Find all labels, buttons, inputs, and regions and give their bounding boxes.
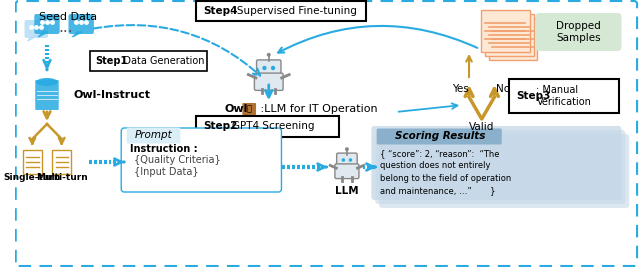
- Text: No: No: [496, 84, 510, 94]
- Text: : Supervised Fine-tuning: : Supervised Fine-tuning: [230, 6, 356, 16]
- FancyBboxPatch shape: [337, 153, 357, 168]
- Text: LLM: LLM: [335, 186, 359, 196]
- FancyBboxPatch shape: [481, 10, 530, 52]
- FancyBboxPatch shape: [488, 18, 538, 60]
- FancyBboxPatch shape: [484, 14, 534, 56]
- FancyBboxPatch shape: [257, 60, 281, 77]
- FancyBboxPatch shape: [22, 150, 42, 174]
- Text: Scoring Results: Scoring Results: [394, 131, 485, 141]
- Text: Seed Data: Seed Data: [40, 12, 97, 22]
- FancyBboxPatch shape: [35, 14, 60, 34]
- Circle shape: [349, 158, 352, 162]
- Circle shape: [267, 53, 271, 57]
- Text: Yes: Yes: [452, 84, 468, 94]
- Circle shape: [262, 66, 267, 70]
- Text: Step4: Step4: [204, 6, 238, 16]
- Text: ...: ...: [58, 19, 73, 34]
- FancyBboxPatch shape: [254, 73, 283, 91]
- Polygon shape: [72, 32, 82, 37]
- Text: {Quality Criteria}: {Quality Criteria}: [134, 155, 221, 165]
- FancyBboxPatch shape: [35, 80, 59, 110]
- Text: Step1: Step1: [95, 56, 127, 66]
- Text: {Input Data}: {Input Data}: [134, 167, 198, 177]
- Ellipse shape: [36, 78, 58, 86]
- FancyBboxPatch shape: [121, 128, 282, 192]
- Text: 🦉: 🦉: [246, 104, 252, 113]
- FancyBboxPatch shape: [127, 128, 180, 143]
- Circle shape: [271, 66, 275, 70]
- Text: Valid: Valid: [469, 122, 495, 132]
- Text: Owl: Owl: [225, 104, 248, 114]
- Text: Owl-Instruct: Owl-Instruct: [74, 90, 150, 100]
- FancyBboxPatch shape: [335, 164, 359, 179]
- Text: :LLM for IT Operation: :LLM for IT Operation: [257, 104, 378, 114]
- FancyBboxPatch shape: [196, 1, 367, 21]
- Polygon shape: [28, 36, 37, 41]
- FancyBboxPatch shape: [377, 128, 502, 144]
- Circle shape: [345, 147, 349, 151]
- FancyBboxPatch shape: [379, 134, 629, 208]
- Text: : Data Generation: : Data Generation: [117, 56, 205, 66]
- Text: Step3: Step3: [516, 91, 550, 101]
- Text: Dropped
Samples: Dropped Samples: [556, 21, 601, 43]
- FancyBboxPatch shape: [52, 150, 72, 174]
- Polygon shape: [38, 32, 48, 37]
- Text: : Manual
Verification: : Manual Verification: [536, 85, 591, 107]
- Text: Multi-turn: Multi-turn: [36, 174, 88, 183]
- FancyBboxPatch shape: [243, 103, 256, 115]
- Text: Step2: Step2: [204, 121, 237, 131]
- FancyBboxPatch shape: [371, 126, 621, 200]
- FancyBboxPatch shape: [24, 20, 48, 38]
- Text: Instruction :: Instruction :: [130, 144, 198, 154]
- FancyBboxPatch shape: [68, 14, 94, 34]
- FancyBboxPatch shape: [536, 13, 621, 51]
- Text: Prompt: Prompt: [134, 130, 172, 140]
- Text: { “score”: 2, “reason”:  “The
question does not entirely
belong to the field of : { “score”: 2, “reason”: “The question do…: [380, 149, 511, 195]
- FancyBboxPatch shape: [375, 130, 625, 204]
- Text: : GPT4 Screening: : GPT4 Screening: [225, 121, 314, 131]
- FancyBboxPatch shape: [196, 116, 339, 137]
- Circle shape: [342, 158, 345, 162]
- FancyBboxPatch shape: [509, 79, 618, 113]
- FancyBboxPatch shape: [90, 51, 207, 71]
- Text: Single-turn: Single-turn: [4, 174, 61, 183]
